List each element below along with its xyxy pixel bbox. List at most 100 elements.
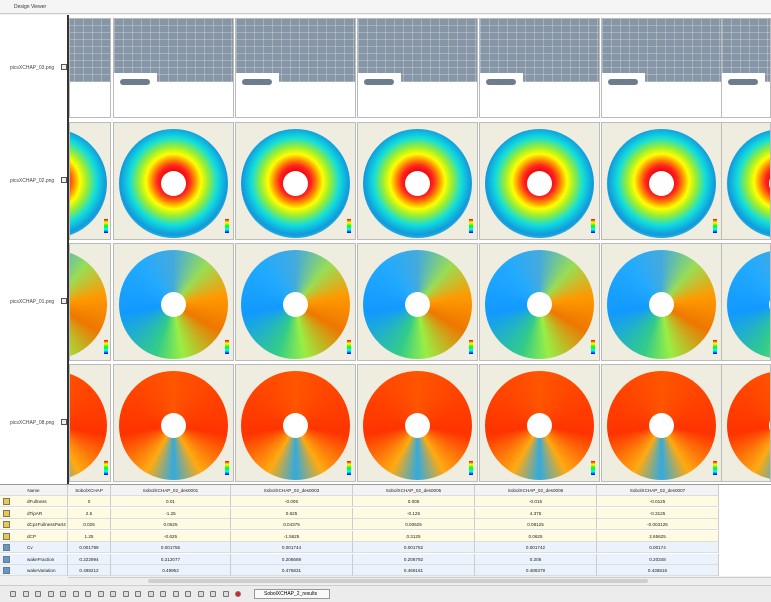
header-text[interactable]: SobolXCHAP_02_des0006 xyxy=(507,488,564,493)
image-cell xyxy=(113,18,234,118)
image xyxy=(480,244,599,360)
param-icon xyxy=(3,521,10,529)
dataset-selector[interactable]: SobolXCHAP_2_results xyxy=(254,589,331,599)
row-options[interactable] xyxy=(61,419,67,425)
hub xyxy=(769,292,770,317)
hull-bulb xyxy=(722,72,765,99)
hub xyxy=(649,413,674,438)
tool-button[interactable] xyxy=(10,591,16,597)
tool-button[interactable] xyxy=(160,591,166,597)
image-cell xyxy=(479,364,600,482)
tool-button[interactable] xyxy=(147,591,154,597)
hub xyxy=(161,171,186,196)
tool-button[interactable] xyxy=(222,591,229,597)
window-title: Design Viewer xyxy=(14,4,47,10)
tool-button[interactable] xyxy=(72,591,79,597)
image xyxy=(70,365,110,481)
image-cell xyxy=(479,122,600,240)
tool-button[interactable] xyxy=(97,591,104,597)
image xyxy=(602,19,721,117)
image xyxy=(480,123,599,239)
tool-button[interactable] xyxy=(47,591,54,597)
tool-button[interactable] xyxy=(35,591,41,597)
value-cell: 0.625 xyxy=(231,507,353,519)
value-cell: 0.49952 xyxy=(111,565,231,576)
tool-button[interactable] xyxy=(60,591,66,597)
value-cell: 0.0625 xyxy=(111,519,231,530)
value-cell: 0.436816 xyxy=(597,565,719,576)
header-text[interactable]: Name xyxy=(27,488,40,493)
color-bar xyxy=(347,219,351,233)
hull-nose xyxy=(608,78,638,85)
header-text[interactable]: SobolXCHAP xyxy=(75,488,103,493)
image-cell xyxy=(721,243,771,361)
hull-mesh xyxy=(70,19,110,82)
image xyxy=(602,123,721,239)
row-options[interactable] xyxy=(61,64,67,70)
image-cell xyxy=(69,18,111,118)
hub xyxy=(527,292,552,317)
image xyxy=(114,19,233,117)
image-cell xyxy=(721,18,771,118)
color-bar xyxy=(591,219,595,233)
image-cell xyxy=(601,18,722,118)
row-options[interactable] xyxy=(61,177,67,183)
hub xyxy=(405,413,430,438)
image-cell xyxy=(479,18,600,118)
param-name: dTipAR xyxy=(27,510,43,516)
color-bar xyxy=(713,340,717,354)
image xyxy=(114,365,233,481)
image xyxy=(70,123,110,239)
row-label: picsXCHAP_08.png xyxy=(10,420,55,426)
horizontal-scrollbar[interactable] xyxy=(68,577,771,584)
param-name: dCpzFullnessPart4 xyxy=(27,522,66,527)
value-cell: 0.20348 xyxy=(597,553,719,565)
hull-nose xyxy=(364,78,394,85)
tool-button[interactable] xyxy=(85,591,91,597)
value-cell: 0.3125 xyxy=(353,530,475,542)
header-text[interactable]: SobolXCHAP_02_des0001 xyxy=(142,488,199,493)
tool-button[interactable] xyxy=(110,591,116,597)
hub xyxy=(649,292,674,317)
param-icon xyxy=(3,567,10,575)
row-name: dFullness xyxy=(0,496,68,507)
image-cell xyxy=(235,122,356,240)
tool-button[interactable] xyxy=(135,591,141,597)
tool-button[interactable] xyxy=(122,591,129,597)
param-icon xyxy=(3,532,10,540)
tool-button[interactable] xyxy=(235,591,241,597)
value-cell: 0.476831 xyxy=(231,565,353,576)
image xyxy=(236,123,355,239)
hub xyxy=(283,171,308,196)
value-cell: 0.001742 xyxy=(475,542,597,553)
color-bar xyxy=(104,461,108,475)
tool-button[interactable] xyxy=(197,591,204,597)
image-cell xyxy=(601,364,722,482)
value-cell: -0.005 xyxy=(231,496,353,507)
image xyxy=(236,244,355,360)
image xyxy=(70,244,110,360)
header-text[interactable]: SobolXCHAP_02_des0007 xyxy=(629,488,686,493)
param-name: dCP xyxy=(27,533,36,539)
tool-button[interactable] xyxy=(22,591,29,597)
tool-button[interactable] xyxy=(172,591,179,597)
image xyxy=(480,19,599,117)
hull-mesh xyxy=(602,19,721,82)
wake-field xyxy=(727,129,770,238)
param-name: Cv xyxy=(27,545,33,550)
row-name: wakeVariation xyxy=(0,565,68,576)
image xyxy=(722,19,770,117)
image-cell xyxy=(357,364,478,482)
param-name: wakeVariation xyxy=(27,568,56,573)
row-label: picsXCHAP_02.png xyxy=(10,178,55,184)
tool-button[interactable] xyxy=(210,591,216,597)
hub xyxy=(283,292,308,317)
color-bar xyxy=(591,461,595,475)
header-text[interactable]: SobolXCHAP_02_des0005 xyxy=(385,488,442,493)
color-bar xyxy=(713,219,717,233)
header-text[interactable]: SobolXCHAP_02_des0003 xyxy=(263,488,320,493)
row-options[interactable] xyxy=(61,298,67,304)
tool-button[interactable] xyxy=(185,591,191,597)
hub xyxy=(527,171,552,196)
scroll-thumb[interactable] xyxy=(148,579,648,583)
